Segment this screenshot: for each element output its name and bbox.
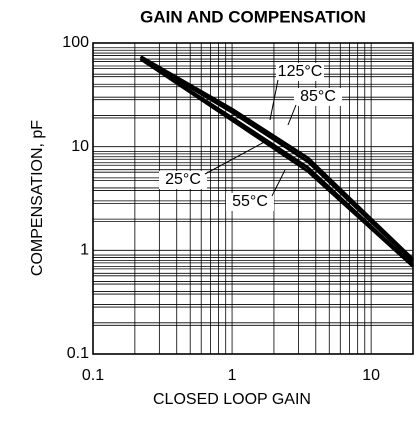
series-label: 55°C xyxy=(232,193,268,210)
label-bg xyxy=(276,63,324,81)
curve xyxy=(139,57,415,267)
series-label: 125°C xyxy=(278,63,323,80)
y-tick-label: 10 xyxy=(71,138,89,155)
series-label: 25°C xyxy=(165,171,201,188)
x-tick-label: 0.1 xyxy=(82,367,104,384)
plot-frame xyxy=(92,42,414,355)
y-tick-label: 0.1 xyxy=(67,345,89,362)
label-bg xyxy=(159,171,207,189)
leader-line xyxy=(269,79,279,121)
curve xyxy=(139,56,415,263)
y-tick-label: 100 xyxy=(62,34,89,51)
curve xyxy=(139,57,415,268)
label-bg xyxy=(294,88,342,106)
leader-line xyxy=(271,169,286,197)
leader-line xyxy=(287,104,297,126)
label-bg xyxy=(226,193,274,211)
leader-line xyxy=(204,139,269,175)
x-tick-label: 10 xyxy=(362,367,380,384)
y-tick-label: 1 xyxy=(80,242,89,259)
x-tick-label: 1 xyxy=(228,367,237,384)
y-axis-label: COMPENSATION, pF xyxy=(29,120,46,276)
chart-title: GAIN AND COMPENSATION xyxy=(140,7,366,26)
x-axis-label: CLOSED LOOP GAIN xyxy=(153,391,311,408)
curve xyxy=(139,55,415,261)
series-label: 85°C xyxy=(300,88,336,105)
